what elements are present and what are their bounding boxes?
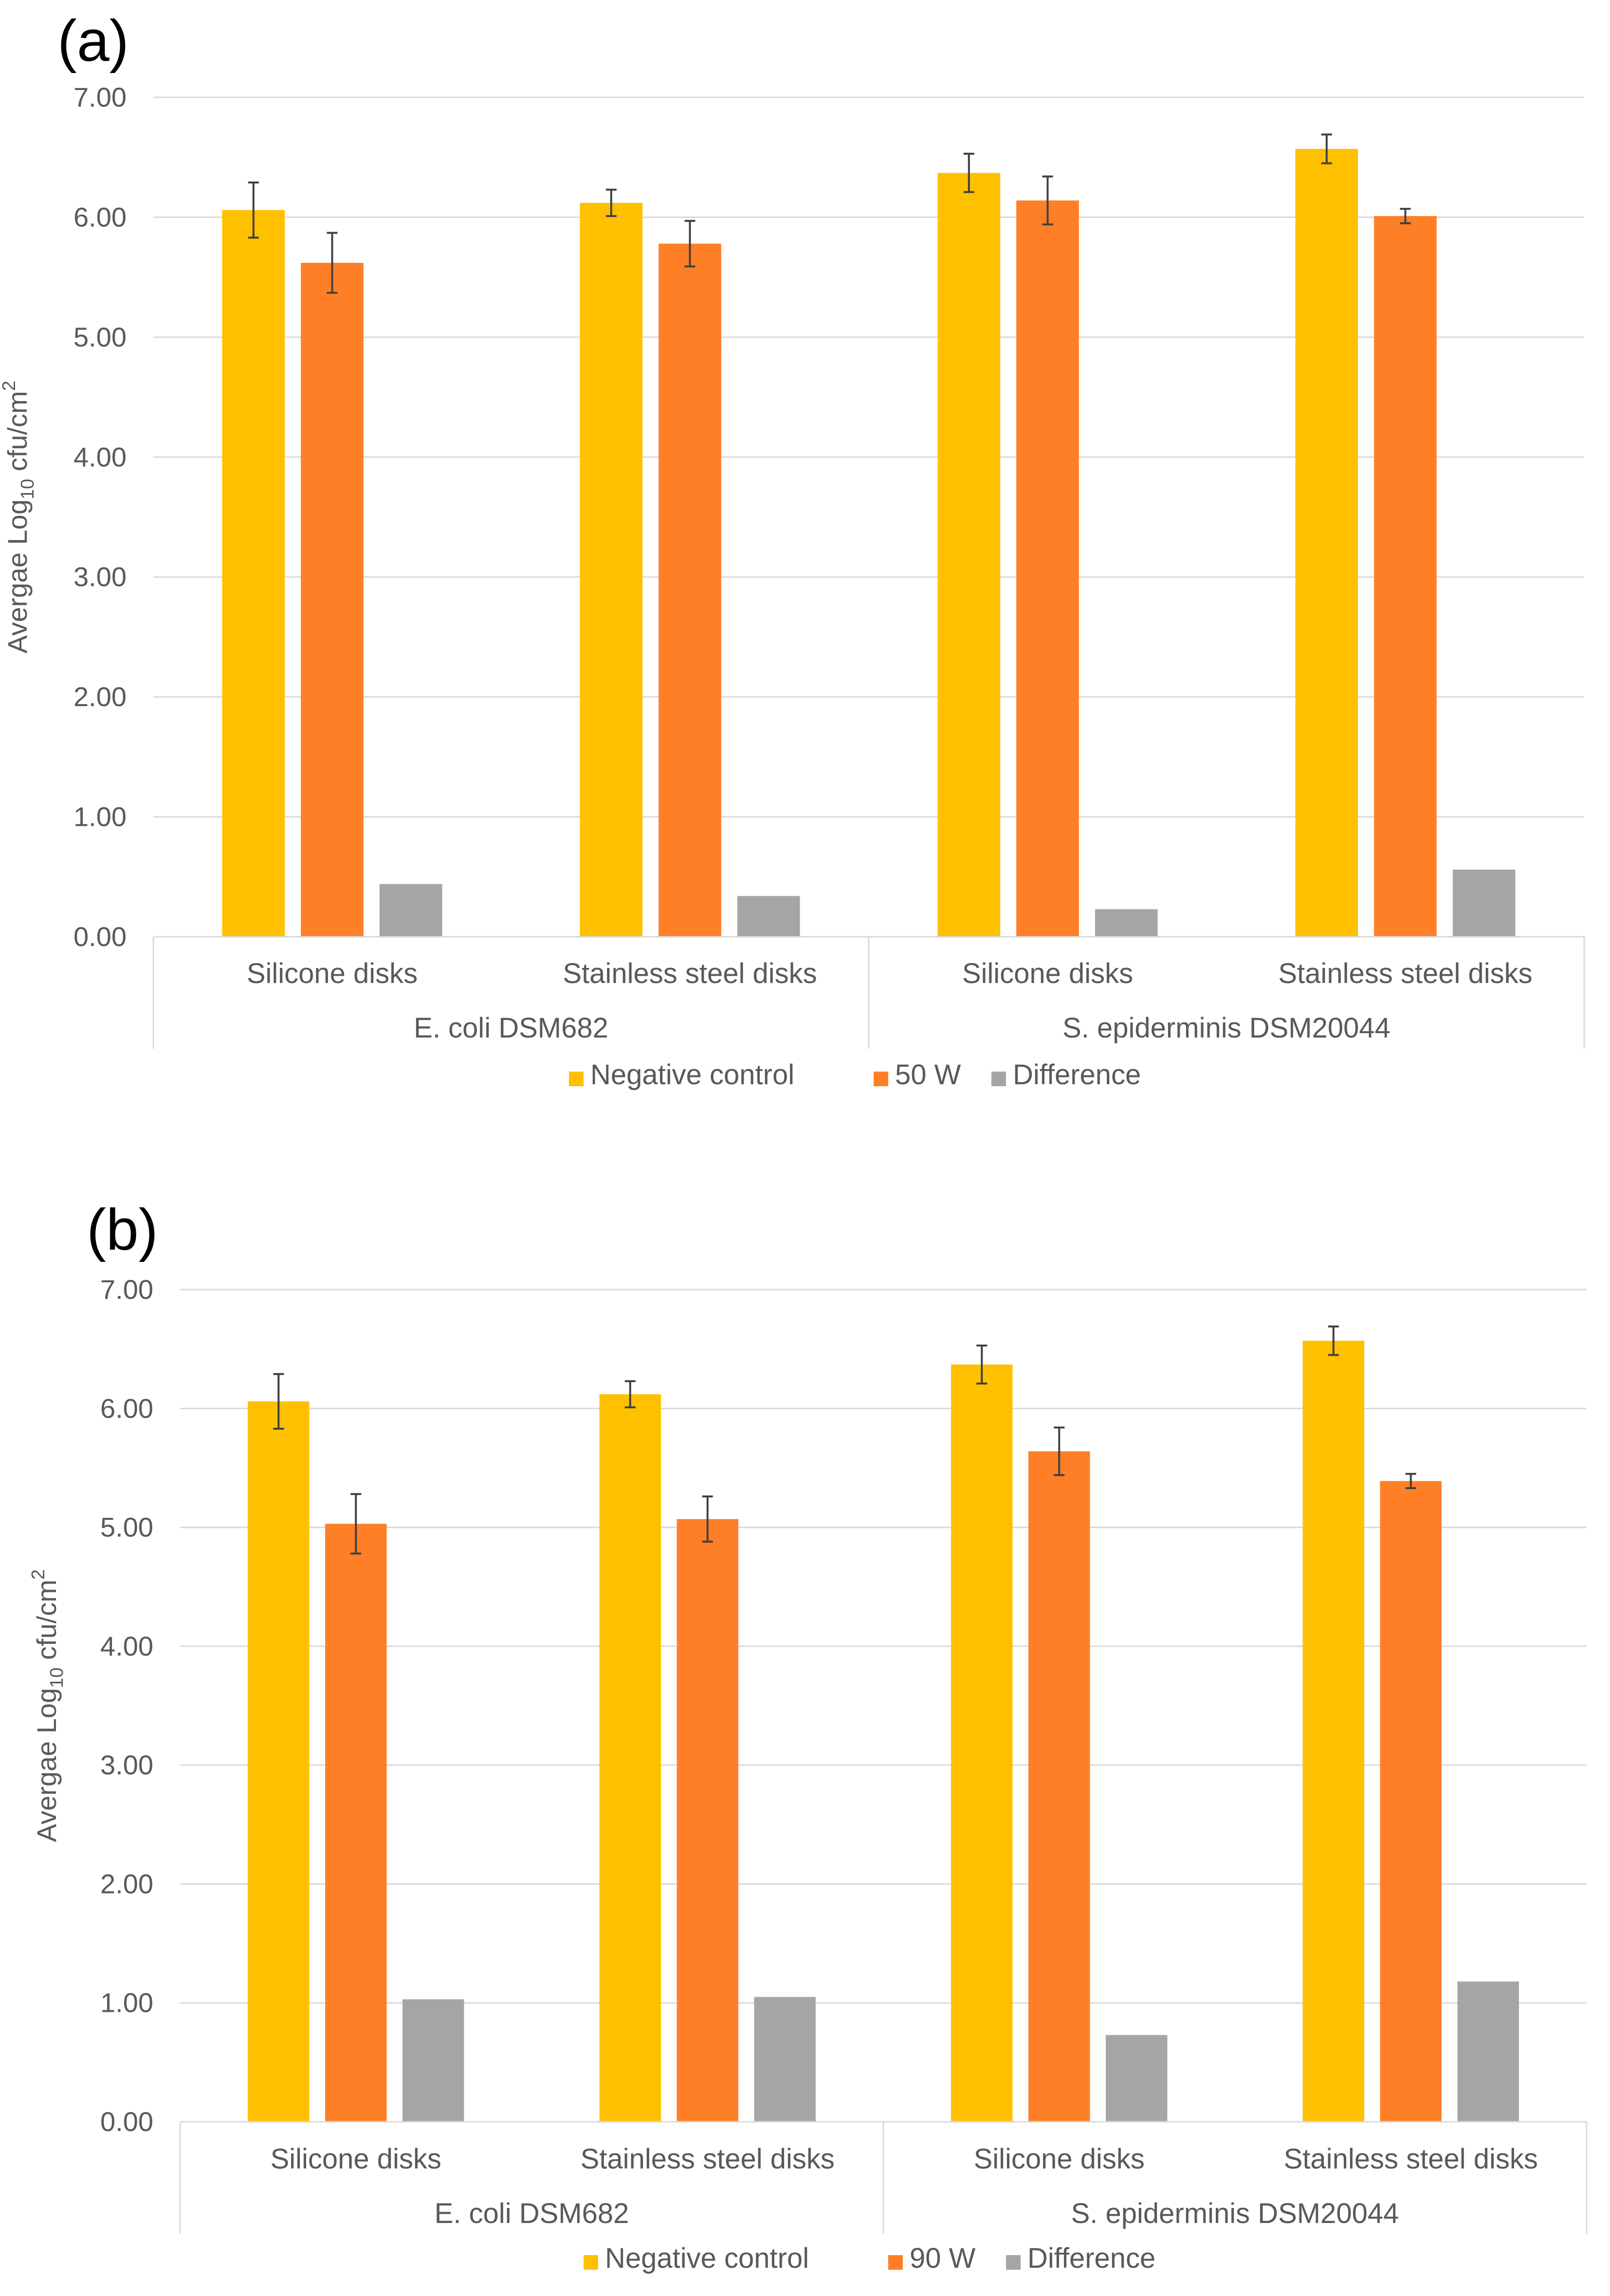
chart-b-bar [1105, 2035, 1168, 2122]
chart-b-error-bar [702, 1495, 713, 1543]
chart-b-y-tick-label: 1.00 [100, 1987, 153, 2018]
chart-a-y-tick-label: 1.00 [73, 802, 127, 832]
chart-a-legend-item: Negative control [569, 1059, 794, 1091]
chart-a-error-bar [1400, 208, 1411, 224]
chart-b-y-tick-label: 2.00 [100, 1868, 153, 1899]
chart-b-y-tick-label: 5.00 [100, 1512, 153, 1543]
chart-b-legend-item: Negative control [584, 2242, 809, 2274]
chart-a-legend-label: Negative control [590, 1059, 794, 1091]
chart-b-legend: Negative control 90 W Difference [584, 2242, 1155, 2274]
chart-a-category-label: Stainless steel disks [563, 958, 817, 989]
chart-a-error-bar [327, 232, 338, 294]
chart-a-legend-swatch [991, 1072, 1006, 1086]
chart-b-error-bar [1405, 1473, 1416, 1489]
chart-b-error-bar [1054, 1426, 1065, 1476]
chart-b-group-label: S. epiderminis DSM20044 [1071, 2198, 1399, 2229]
chart-a: (a) 0.00 1.00 2.00 3.00 4.00 5.00 6.00 7.00 Averg… [0, 8, 1585, 1091]
chart-a-legend: Negative control 50 W Difference [569, 1059, 1141, 1091]
chart-a-group-label: S. epiderminis DSM20044 [1062, 1012, 1390, 1044]
chart-b-error-bar [1328, 1325, 1339, 1356]
chart-b-category-label: Silicone disks [271, 2143, 441, 2175]
chart-a-legend-swatch [569, 1072, 584, 1086]
chart-a-bar [222, 210, 285, 937]
chart-a-legend-item: 50 W [874, 1059, 961, 1091]
chart-a-group-label: E. coli DSM682 [414, 1012, 608, 1044]
chart-a-error-bar [684, 219, 695, 268]
chart-a-bar [1095, 909, 1158, 937]
chart-b-legend-swatch [888, 2255, 903, 2270]
chart-a-y-tick-label: 3.00 [73, 562, 127, 592]
chart-a-legend-label: 50 W [895, 1059, 961, 1091]
chart-a-panel-label: (a) [57, 8, 129, 73]
chart-b-legend-item: 90 W [888, 2242, 976, 2274]
chart-b-legend-label: Negative control [605, 2242, 809, 2274]
chart-b-bar [402, 1999, 464, 2122]
chart-a-legend-swatch [874, 1072, 888, 1086]
chart-b-group-label: E. coli DSM682 [435, 2198, 629, 2229]
chart-a-y-tick-label: 6.00 [73, 201, 127, 232]
chart-b-bar [951, 1364, 1013, 2122]
chart-b-panel-label: (b) [87, 1197, 158, 1262]
chart-b-bar [677, 1519, 738, 2122]
chart-a-bar [1452, 870, 1516, 937]
chart-b-category-label: Stainless steel disks [581, 2143, 835, 2175]
chart-b-legend-label: Difference [1027, 2242, 1155, 2274]
chart-a-error-bar [605, 188, 617, 217]
chart-a-legend-label: Difference [1013, 1059, 1141, 1091]
chart-b-error-bar [976, 1344, 988, 1385]
chart-a-y-axis-title: Avergae Log10 cfu/cm2 [0, 381, 38, 653]
chart-a-error-bar [1321, 133, 1332, 164]
chart-b-y-tick-label: 3.00 [100, 1749, 153, 1780]
chart-a-error-bar [1042, 175, 1053, 226]
chart-a-error-bar [963, 152, 974, 193]
chart-b-category-label: Silicone disks [974, 2143, 1145, 2175]
chart-b-y-axis-title: Avergae Log10 cfu/cm2 [28, 1569, 67, 1842]
chart-b-bar [325, 1524, 387, 2122]
chart-b-error-bar [624, 1380, 636, 1408]
chart-a-bar [659, 243, 721, 937]
chart-b-legend-swatch [1006, 2255, 1021, 2270]
chart-a-category-label: Stainless steel disks [1278, 958, 1532, 989]
chart-a-y-tick-label: 7.00 [73, 82, 127, 112]
chart-a-bar [1016, 200, 1079, 937]
chart-b-legend-label: 90 W [910, 2242, 976, 2274]
chart-b-error-bar [350, 1493, 362, 1555]
chart-b-y-tick-label: 6.00 [100, 1393, 153, 1423]
chart-a-bar [379, 884, 442, 937]
chart-b-bar [599, 1394, 661, 2122]
chart-a-category-label: Silicone disks [962, 958, 1133, 989]
chart-b-bar [1457, 1981, 1519, 2122]
chart-b: (b) 0.00 1.00 2.00 3.00 4.00 5.00 6.00 7.00 Averg… [28, 1197, 1588, 2274]
chart-a-y-tick-label: 4.00 [73, 441, 127, 472]
chart-a-y-tick-label: 5.00 [73, 322, 127, 352]
chart-b-bar [248, 1401, 310, 2122]
chart-a-legend-item: Difference [991, 1059, 1141, 1091]
chart-a-y-tick-label: 2.00 [73, 681, 127, 712]
chart-a-category-label: Silicone disks [247, 958, 418, 989]
chart-b-legend-swatch [584, 2255, 598, 2270]
chart-b-legend-item: Difference [1006, 2242, 1155, 2274]
chart-b-category-label: Stainless steel disks [1284, 2143, 1538, 2175]
chart-a-error-bar [248, 181, 259, 239]
chart-b-bar [1302, 1341, 1365, 2122]
chart-a-bar [937, 173, 1001, 937]
chart-a-y-tick-label: 0.00 [73, 921, 127, 952]
chart-b-bar [1380, 1481, 1442, 2122]
chart-b-y-tick-label: 0.00 [100, 2106, 153, 2137]
chart-a-bar [1374, 216, 1437, 937]
chart-b-y-tick-label: 4.00 [100, 1631, 153, 1661]
chart-b-y-tick-label: 7.00 [100, 1274, 153, 1305]
chart-b-bar [754, 1997, 816, 2122]
chart-a-bar [1295, 148, 1358, 937]
chart-b-error-bar [273, 1373, 284, 1430]
chart-a-bar [580, 202, 643, 937]
chart-a-bar [737, 896, 800, 937]
chart-b-bar [1028, 1451, 1090, 2122]
chart-a-bar [301, 263, 364, 937]
